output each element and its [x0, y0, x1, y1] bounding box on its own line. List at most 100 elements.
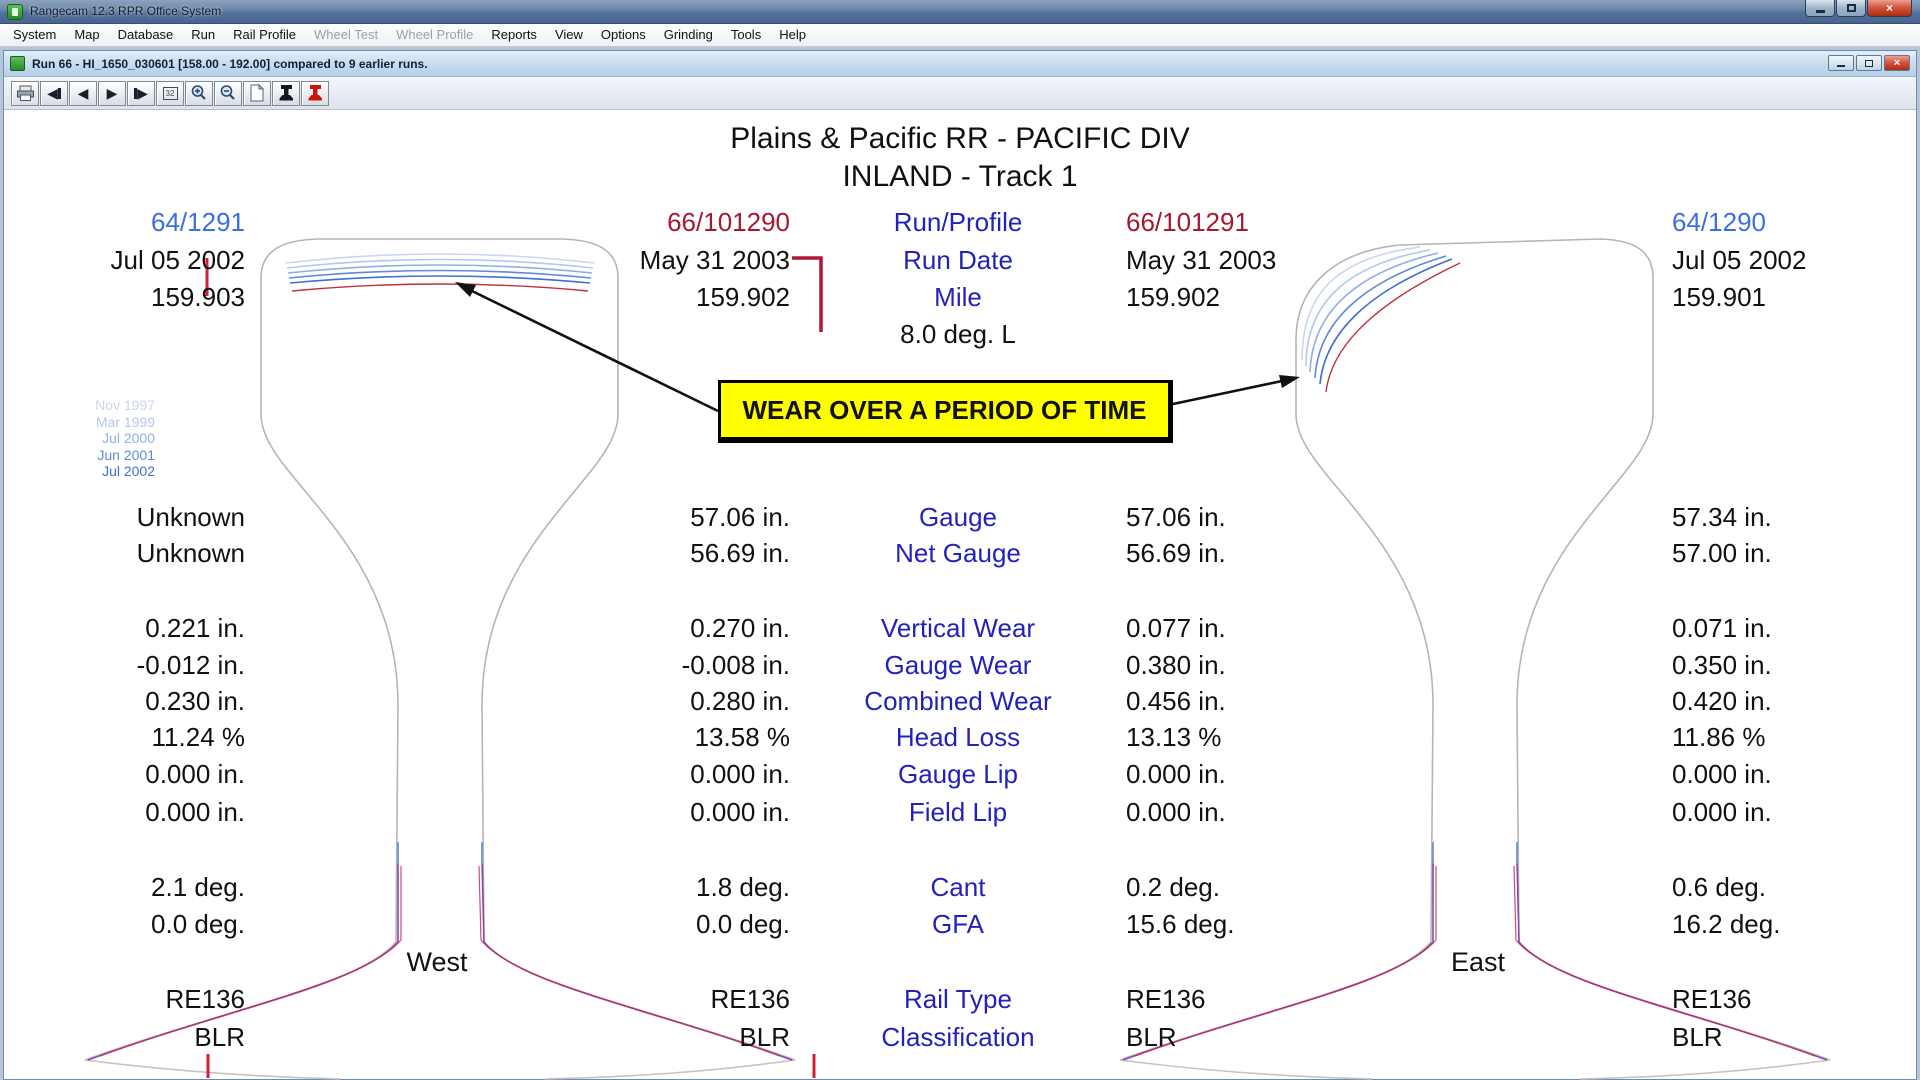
row-label: Cant	[930, 872, 986, 902]
menu-grinding[interactable]: Grinding	[663, 27, 713, 42]
arrow-right-icon: ▶	[106, 85, 118, 101]
legend-item: Jun 2001	[97, 446, 155, 463]
selection-box-icon: 32	[162, 86, 178, 100]
zoom-out-button[interactable]	[214, 80, 242, 106]
maximize-icon	[1846, 4, 1856, 12]
run-date-east-near: May 31 2003	[1126, 245, 1277, 275]
bar-icon	[57, 87, 61, 99]
east-wear-lines	[1301, 246, 1461, 393]
print-button[interactable]	[11, 80, 39, 106]
value-west-near: RE136	[710, 984, 791, 1014]
field-label: Run/Profile	[893, 207, 1023, 237]
zoom-in-button[interactable]	[185, 80, 213, 106]
legend-item: Nov 1997	[95, 397, 155, 413]
child-maximize-button[interactable]	[1856, 55, 1882, 71]
west-rail-profile	[84, 238, 796, 1080]
table-row-rail-type: RE136 RE136 Rail Type RE136 RE136	[0, 981, 1920, 1018]
value-west-far: 0.221 in.	[145, 613, 245, 643]
run-profile-east-near: 66/101291	[1126, 207, 1249, 237]
value-west-near: 0.0 deg.	[696, 909, 790, 939]
rail-profile-black-button[interactable]	[272, 80, 300, 106]
table-row-field-lip: 0.000 in. 0.000 in. Field Lip 0.000 in. …	[0, 794, 1920, 831]
legend-item: Jul 2000	[102, 430, 155, 446]
table-row-gfa: 0.0 deg. 0.0 deg. GFA 15.6 deg. 16.2 deg…	[0, 906, 1920, 943]
west-web-overlays	[87, 842, 793, 1061]
report-subtitle: INLAND - Track 1	[842, 160, 1078, 193]
menu-run[interactable]: Run	[191, 27, 216, 42]
run-profile-west-far: 64/1291	[151, 207, 245, 237]
value-west-near: 56.69 in.	[690, 538, 790, 568]
header-row-curvature: 8.0 deg. L	[0, 316, 1920, 353]
value-west-near: 0.000 in.	[690, 759, 790, 789]
value-west-near: 1.8 deg.	[696, 872, 790, 902]
row-label: GFA	[931, 909, 984, 939]
row-label: Gauge	[918, 502, 998, 532]
toolbar: ◀ ◀ ▶ ▶ 32	[4, 77, 1916, 110]
menu-database[interactable]: Database	[117, 27, 174, 42]
value-west-near: 13.58 %	[694, 722, 790, 752]
value-east-far: BLR	[1672, 1022, 1723, 1052]
menu-reports[interactable]: Reports	[491, 27, 537, 42]
printer-icon	[16, 85, 34, 101]
close-button[interactable]: ×	[1867, 0, 1912, 17]
menu-map[interactable]: Map	[74, 27, 100, 42]
child-titlebar: Run 66 - HI_1650_030601 [158.00 - 192.00…	[4, 51, 1916, 77]
report-canvas	[4, 110, 1916, 1079]
report-title: Plains & Pacific RR - PACIFIC DIV	[730, 122, 1190, 155]
menu-system[interactable]: System	[13, 27, 57, 42]
minimize-icon	[1837, 65, 1845, 67]
value-west-far: 0.0 deg.	[151, 909, 245, 939]
menu-rail-profile[interactable]: Rail Profile	[233, 27, 297, 42]
menu-help[interactable]: Help	[779, 27, 806, 42]
value-east-near: 0.000 in.	[1126, 797, 1226, 827]
value-east-far: 0.6 deg.	[1672, 872, 1766, 902]
value-east-far: 0.420 in.	[1672, 686, 1772, 716]
wear-annotation-callout: WEAR OVER A PERIOD OF TIME	[718, 380, 1173, 443]
maximize-button[interactable]	[1836, 0, 1866, 17]
run-profile-east-far: 64/1290	[1672, 207, 1766, 237]
main-titlebar: Rangecam 12.3 RPR Office System ×	[0, 0, 1920, 24]
mile-west-near: 159.902	[696, 282, 790, 312]
first-run-button[interactable]: ◀	[40, 80, 68, 106]
value-west-far: 11.24 %	[151, 722, 245, 752]
menu-tools[interactable]: Tools	[730, 27, 762, 42]
minimize-icon	[1815, 10, 1825, 13]
app-icon	[7, 4, 23, 20]
rail-profile-red-button[interactable]	[301, 80, 329, 106]
value-west-near: 0.000 in.	[690, 797, 790, 827]
table-row-head-loss: 11.24 % 13.58 % Head Loss 13.13 % 11.86 …	[0, 719, 1920, 756]
value-east-near: RE136	[1126, 984, 1206, 1014]
menu-wheel-test: Wheel Test	[314, 27, 379, 42]
prev-run-button[interactable]: ◀	[69, 80, 97, 106]
table-row-gauge-wear: -0.012 in. -0.008 in. Gauge Wear 0.380 i…	[0, 647, 1920, 684]
menu-options[interactable]: Options	[600, 27, 646, 42]
east-rail-profile	[1119, 238, 1831, 1080]
value-east-near: 0.000 in.	[1126, 759, 1226, 789]
table-row-combined-wear: 0.230 in. 0.280 in. Combined Wear 0.456 …	[0, 683, 1920, 720]
value-east-far: 0.000 in.	[1672, 759, 1772, 789]
last-run-button[interactable]: ▶	[127, 80, 155, 106]
profile-page-button[interactable]	[243, 80, 271, 106]
table-row-net-gauge: Unknown 56.69 in. Net Gauge 56.69 in. 57…	[0, 535, 1920, 572]
zoom-out-icon	[220, 85, 235, 100]
value-east-near: 0.456 in.	[1126, 686, 1226, 716]
mile-east-near: 159.902	[1126, 282, 1220, 312]
child-minimize-button[interactable]	[1828, 55, 1854, 71]
value-east-near: 0.077 in.	[1126, 613, 1226, 643]
child-close-button[interactable]: ×	[1884, 55, 1910, 71]
run-date-west-far: Jul 05 2002	[110, 245, 245, 275]
value-east-far: 57.00 in.	[1672, 538, 1772, 568]
rail-section-black-icon	[279, 85, 293, 101]
selection-box-button[interactable]: 32	[156, 80, 184, 106]
value-west-far: 0.000 in.	[145, 759, 245, 789]
row-label: Vertical Wear	[880, 613, 1036, 643]
curvature-value: 8.0 deg. L	[900, 319, 1016, 349]
next-run-button[interactable]: ▶	[98, 80, 126, 106]
row-label: Classification	[881, 1022, 1035, 1052]
header-row-run-date: Jul 05 2002 May 31 2003 Run Date May 31 …	[0, 242, 1920, 279]
value-west-far: 0.000 in.	[145, 797, 245, 827]
run-profile-west-near: 66/101290	[667, 207, 790, 237]
minimize-button[interactable]	[1805, 0, 1835, 17]
west-rail-label: West	[406, 947, 468, 977]
menu-view[interactable]: View	[554, 27, 583, 42]
